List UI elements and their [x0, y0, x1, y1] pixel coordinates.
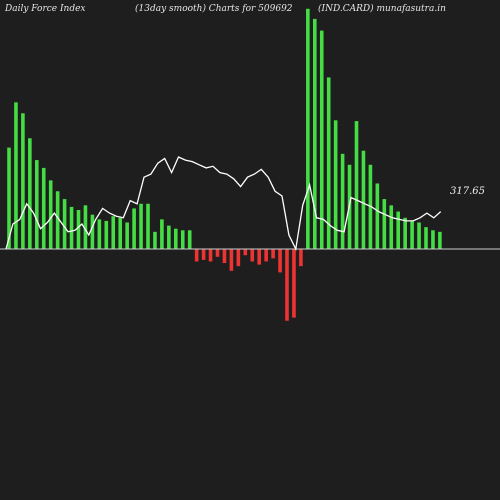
header-title-right: (IND.CARD) munafasutra.in	[318, 3, 446, 14]
force-bar	[222, 249, 227, 264]
force-bar	[90, 214, 95, 249]
force-bar	[48, 180, 53, 249]
force-bar	[257, 249, 261, 265]
last-value-label: 317.65	[450, 186, 485, 197]
force-bar	[118, 217, 122, 249]
force-bar	[139, 203, 143, 249]
force-bar	[264, 249, 268, 262]
force-bar	[180, 230, 185, 249]
force-bar	[83, 205, 88, 249]
force-bar	[438, 231, 442, 249]
force-bar	[361, 150, 366, 249]
force-bar	[167, 225, 171, 249]
force-bar	[132, 208, 136, 249]
force-bar	[396, 211, 400, 249]
force-bar	[375, 183, 380, 249]
force-bar	[319, 30, 324, 249]
force-bar	[35, 160, 39, 249]
force-bar	[160, 219, 164, 249]
force-bar	[403, 217, 407, 249]
force-bar	[104, 220, 109, 249]
force-bar	[76, 210, 81, 249]
force-bar	[389, 205, 394, 249]
force-bar	[215, 249, 220, 257]
force-bar	[111, 216, 116, 249]
force-bar	[333, 120, 338, 249]
force-bar	[236, 249, 241, 267]
force-bar	[14, 102, 18, 249]
force-bar	[424, 227, 428, 249]
force-bar	[306, 8, 310, 250]
bars-layer	[7, 8, 442, 321]
force-bar	[28, 138, 32, 249]
force-bar	[21, 113, 25, 249]
force-bar	[229, 249, 234, 271]
force-bar	[250, 249, 255, 262]
force-bar	[69, 206, 74, 249]
force-bar	[278, 249, 282, 273]
header-title-middle: (13day smooth) Charts for 509692	[135, 3, 293, 14]
force-bar	[299, 249, 303, 267]
force-bar	[431, 230, 435, 249]
force-bar	[326, 77, 331, 250]
force-bar	[153, 231, 157, 249]
header-title-left: Daily Force Index	[4, 4, 86, 14]
force-bar	[55, 191, 60, 249]
force-bar	[194, 249, 199, 262]
force-bar	[243, 249, 248, 256]
smoothed-force-line	[5, 156, 442, 252]
force-bar	[146, 203, 150, 249]
force-bar	[340, 153, 345, 249]
force-bar	[7, 147, 11, 249]
force-bar	[285, 249, 289, 321]
force-bar	[174, 228, 178, 249]
force-bar	[187, 230, 192, 249]
force-bar	[313, 18, 317, 250]
force-bar	[201, 249, 206, 260]
force-bar	[417, 222, 421, 249]
force-bar	[382, 199, 387, 249]
force-bar	[97, 219, 102, 249]
force-bar	[410, 220, 414, 249]
force-bar	[125, 222, 129, 249]
force-bar	[208, 249, 213, 262]
force-bar	[292, 249, 296, 318]
force-bar	[41, 167, 46, 249]
force-bar	[62, 199, 67, 249]
force-bar	[354, 121, 359, 249]
force-bar	[271, 249, 275, 259]
